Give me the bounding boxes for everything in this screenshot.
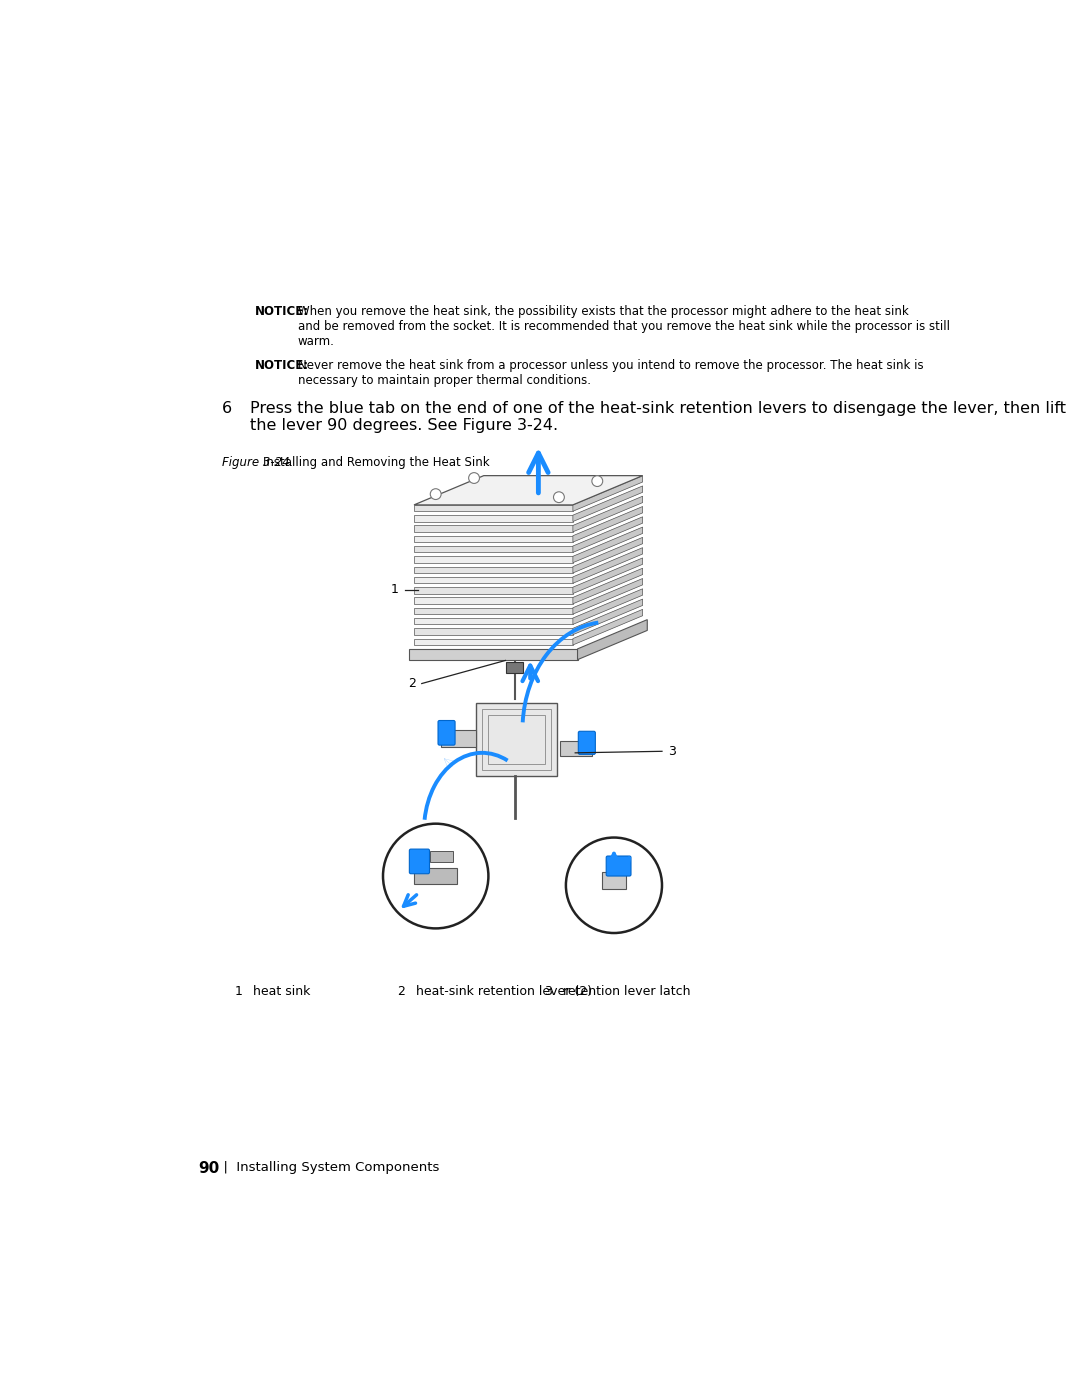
- Polygon shape: [414, 475, 643, 504]
- Polygon shape: [572, 548, 643, 584]
- FancyBboxPatch shape: [414, 869, 457, 884]
- Text: 1: 1: [234, 985, 242, 999]
- Polygon shape: [409, 648, 578, 659]
- Polygon shape: [572, 578, 643, 615]
- Text: Press the blue tab on the end of one of the heat-sink retention levers to diseng: Press the blue tab on the end of one of …: [249, 401, 1066, 433]
- Text: 6: 6: [221, 401, 232, 416]
- Circle shape: [592, 476, 603, 486]
- Polygon shape: [572, 609, 643, 645]
- FancyBboxPatch shape: [603, 872, 625, 888]
- Text: 1: 1: [391, 583, 399, 597]
- Text: 90: 90: [199, 1161, 220, 1176]
- FancyBboxPatch shape: [559, 740, 592, 756]
- Polygon shape: [414, 577, 572, 584]
- FancyBboxPatch shape: [409, 849, 430, 873]
- Polygon shape: [414, 629, 572, 634]
- Text: 2: 2: [397, 985, 405, 999]
- Polygon shape: [572, 507, 643, 542]
- Polygon shape: [414, 515, 572, 521]
- FancyBboxPatch shape: [438, 721, 455, 745]
- Polygon shape: [414, 598, 572, 604]
- Circle shape: [383, 824, 488, 929]
- Polygon shape: [572, 599, 643, 634]
- Text: 3: 3: [544, 985, 552, 999]
- Polygon shape: [414, 556, 572, 563]
- Text: heat-sink retention lever (2): heat-sink retention lever (2): [416, 985, 592, 999]
- FancyBboxPatch shape: [430, 851, 453, 862]
- Text: Figure 3-24.: Figure 3-24.: [221, 457, 293, 469]
- Text: Never remove the heat sink from a processor unless you intend to remove the proc: Never remove the heat sink from a proces…: [298, 359, 923, 387]
- Text: retention lever latch: retention lever latch: [563, 985, 690, 999]
- Polygon shape: [572, 527, 643, 563]
- Polygon shape: [572, 517, 643, 552]
- Circle shape: [430, 489, 441, 500]
- Text: 2: 2: [407, 678, 416, 690]
- Circle shape: [554, 492, 565, 503]
- Text: NOTICE:: NOTICE:: [255, 305, 309, 317]
- Polygon shape: [572, 538, 643, 573]
- Circle shape: [566, 838, 662, 933]
- Polygon shape: [414, 546, 572, 552]
- Text: NOTICE:: NOTICE:: [255, 359, 309, 372]
- Text: Installing and Removing the Heat Sink: Installing and Removing the Heat Sink: [262, 457, 489, 469]
- Polygon shape: [572, 569, 643, 604]
- Polygon shape: [414, 567, 572, 573]
- FancyBboxPatch shape: [606, 856, 631, 876]
- Text: heat sink: heat sink: [253, 985, 310, 999]
- Polygon shape: [572, 475, 643, 511]
- Polygon shape: [414, 536, 572, 542]
- Polygon shape: [578, 620, 647, 659]
- Polygon shape: [414, 587, 572, 594]
- Polygon shape: [476, 703, 557, 775]
- FancyBboxPatch shape: [578, 731, 595, 754]
- Text: 3: 3: [669, 745, 676, 757]
- Polygon shape: [572, 486, 643, 521]
- Polygon shape: [414, 638, 572, 645]
- Polygon shape: [414, 504, 572, 511]
- Polygon shape: [572, 588, 643, 624]
- Polygon shape: [572, 496, 643, 532]
- Polygon shape: [414, 525, 572, 532]
- Text: |  Installing System Components: | Installing System Components: [215, 1161, 440, 1173]
- Text: When you remove the heat sink, the possibility exists that the processor might a: When you remove the heat sink, the possi…: [298, 305, 949, 348]
- Polygon shape: [414, 608, 572, 615]
- Polygon shape: [414, 617, 572, 624]
- FancyBboxPatch shape: [507, 662, 524, 673]
- Polygon shape: [572, 557, 643, 594]
- FancyBboxPatch shape: [441, 729, 476, 746]
- Circle shape: [469, 472, 480, 483]
